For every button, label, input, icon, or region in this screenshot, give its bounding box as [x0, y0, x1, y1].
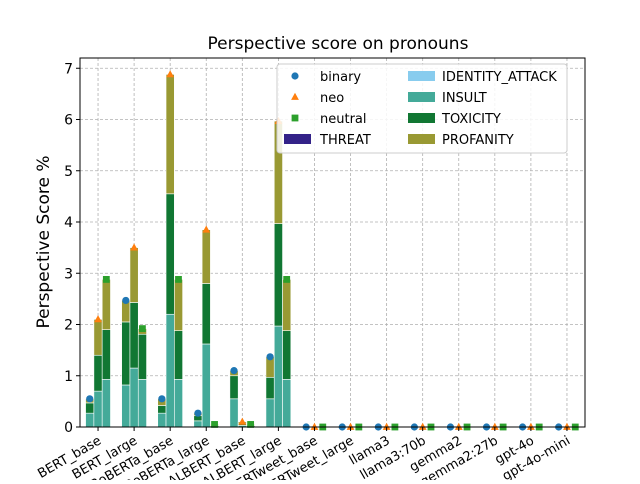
- marker-neutral: [211, 421, 218, 428]
- bar-segment: [157, 405, 167, 414]
- chart-title: Perspective score on pronouns: [208, 34, 469, 54]
- marker-neo: [94, 315, 102, 323]
- bar-segment: [193, 420, 203, 428]
- bar-segment: [282, 279, 292, 331]
- legend-swatch: [408, 71, 435, 81]
- y-tick-label: 3: [64, 266, 73, 282]
- marker-neutral: [139, 325, 146, 332]
- legend-label: TOXICITY: [441, 112, 501, 127]
- bar-segment: [201, 343, 211, 428]
- bar-segment: [165, 74, 175, 195]
- bar-segment: [93, 319, 103, 356]
- marker-neo: [418, 422, 427, 430]
- marker-neutral: [102, 276, 110, 283]
- bar-segment: [121, 384, 131, 428]
- bar-segment: [157, 412, 167, 428]
- bar-segment: [165, 193, 175, 315]
- marker-neutral: [283, 276, 291, 283]
- y-axis-label: Perspective Score %: [34, 155, 54, 328]
- bar-segment: [174, 279, 183, 331]
- y-tick-label: 5: [64, 164, 73, 180]
- bar-segment: [174, 330, 183, 380]
- marker-neo: [166, 70, 175, 78]
- y-tick-label: 1: [64, 369, 73, 385]
- legend-label: INSULT: [442, 91, 487, 106]
- bar-stacks: [85, 74, 292, 428]
- bar-segment: [129, 367, 139, 428]
- y-tick-label: 7: [64, 61, 73, 77]
- marker-neutral: [175, 276, 182, 283]
- bar-segment: [273, 325, 283, 428]
- bar-segment: [101, 329, 111, 380]
- legend-marker-binary: [291, 72, 299, 80]
- bar-segment: [85, 412, 95, 428]
- bar-segment: [174, 379, 183, 428]
- y-tick-label: 2: [64, 318, 73, 334]
- marker-neo: [490, 422, 499, 430]
- bar-segment: [129, 302, 139, 369]
- bar-segment: [282, 379, 292, 428]
- bar-segment: [265, 398, 275, 428]
- bar-segment: [165, 313, 175, 428]
- marker-binary: [194, 409, 202, 417]
- marker-neo: [238, 417, 247, 425]
- legend-label: binary: [320, 70, 361, 85]
- marker-binary: [266, 353, 274, 361]
- y-tick-label: 6: [64, 113, 73, 129]
- legend-swatch: [284, 134, 311, 144]
- marker-neo: [563, 422, 571, 430]
- bar-segment: [265, 376, 275, 400]
- y-tick-label: 0: [64, 420, 73, 436]
- bar-segment: [137, 333, 147, 380]
- legend: binary neo neutral THREAT IDENTITY_ATTACK INS…: [276, 63, 568, 154]
- marker-binary: [86, 395, 94, 403]
- bar-segment: [93, 354, 103, 392]
- marker-binary: [230, 367, 238, 375]
- marker-neo: [346, 422, 355, 430]
- marker-binary: [158, 395, 166, 403]
- bar-segment: [229, 375, 239, 400]
- bar-segment: [101, 279, 111, 330]
- marker-neo: [130, 243, 139, 251]
- marker-neo: [310, 422, 319, 430]
- plot-frame: [79, 57, 586, 428]
- marker-neo: [382, 422, 391, 430]
- bar-segment: [93, 390, 103, 428]
- bar-segment: [121, 321, 131, 386]
- bar-segment: [129, 247, 139, 303]
- marker-neo: [454, 422, 463, 430]
- legend-marker-neo: [291, 92, 299, 100]
- legend-label: neo: [320, 91, 344, 106]
- bar-segment: [201, 229, 211, 284]
- legend-swatch: [408, 113, 435, 123]
- bar-segment: [137, 379, 147, 428]
- legend-label: neutral: [320, 112, 367, 127]
- marker-binary: [122, 296, 130, 305]
- bar-segment: [201, 283, 211, 345]
- bar-segment: [101, 379, 111, 428]
- y-tick-label: 4: [64, 215, 73, 231]
- bar-segment: [282, 330, 292, 380]
- legend-label: IDENTITY_ATTACK: [442, 70, 557, 85]
- legend-swatch: [408, 134, 435, 144]
- legend-label: THREAT: [319, 133, 371, 148]
- bar-segment: [273, 223, 283, 327]
- legend-label: PROFANITY: [442, 133, 514, 148]
- bar-segment: [229, 398, 239, 428]
- marker-neutral: [247, 421, 255, 428]
- legend-swatch: [408, 92, 435, 102]
- marker-neo: [526, 422, 535, 430]
- legend-marker-neutral: [291, 114, 299, 122]
- marker-neo: [202, 225, 211, 233]
- legend-box: [276, 63, 568, 154]
- bar-segment: [85, 402, 95, 414]
